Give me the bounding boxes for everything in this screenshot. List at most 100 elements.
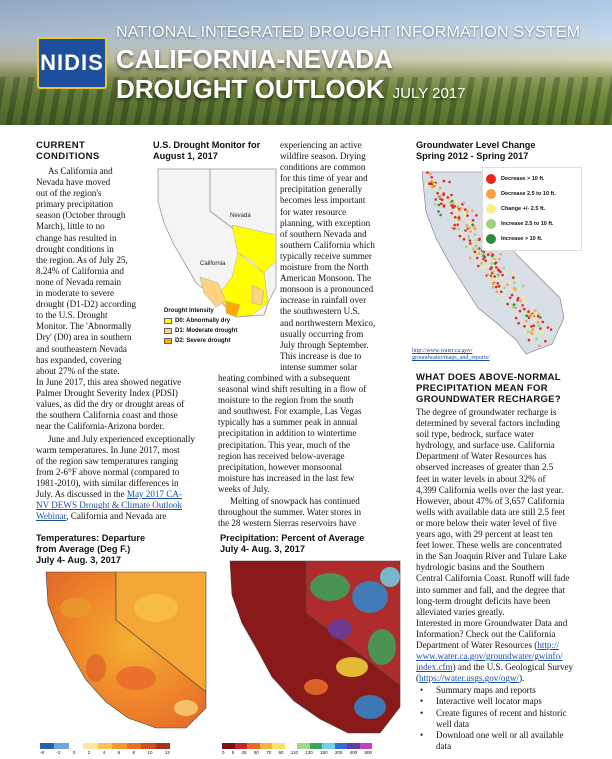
colorbar-tick: 800 [364, 750, 372, 755]
well-marker [546, 326, 550, 329]
well-marker [498, 257, 501, 261]
well-marker [477, 264, 480, 268]
legend-dot [486, 188, 496, 199]
well-marker [499, 286, 503, 289]
well-marker [450, 193, 453, 197]
legend-dot [486, 173, 496, 184]
well-marker [467, 220, 470, 224]
well-marker [439, 213, 442, 217]
well-marker [439, 186, 442, 190]
colorbar-tick: 0 [222, 750, 225, 755]
paragraph-line: hydrology, and surface use. California [416, 440, 555, 451]
paragraph-line: In June 2017, this area showed negative [36, 377, 182, 387]
well-marker [486, 257, 490, 260]
well-marker [499, 253, 502, 256]
well-marker [490, 266, 493, 269]
webinar-link-cont[interactable]: NV DEWS Drought & Climate Outlook [36, 500, 183, 511]
paragraph-line: Palmer Drought Severity Index (PDSI) [36, 388, 178, 399]
dwr-link-end[interactable]: index.cfm [416, 662, 453, 673]
well-marker [486, 253, 490, 256]
well-marker [501, 299, 505, 302]
resource-list-item: Create figures of recent and historicwel… [416, 708, 596, 730]
paragraph-line: American Monsoon. The [280, 273, 372, 284]
paragraph-line: feet lower. These wells are concentrated [416, 540, 562, 551]
dwr-link[interactable]: http:// [537, 640, 560, 650]
well-marker [465, 224, 468, 227]
usgs-link[interactable]: https://water.usgs.gov/ogw/ [419, 673, 520, 684]
webinar-link[interactable]: May 2017 CA- [126, 489, 182, 499]
well-marker [456, 205, 460, 208]
paragraph-line: usually occurring from [280, 328, 364, 339]
well-marker [492, 277, 495, 281]
dwr-link-cont[interactable]: www.water.ca.gov/groundwater/gwinfo/ [416, 651, 563, 662]
groundwater-legend-item: Increase > 10 ft. [486, 231, 578, 246]
paragraph-line: of southern Nevada and [280, 228, 367, 239]
paragraph-line: into summer and fall, and the degree tha… [416, 584, 565, 595]
colorbar-tick: 10 [147, 750, 153, 755]
groundwater-legend: Decrease > 10 ft. Decrease 2.5 to 10 ft. C… [482, 167, 582, 251]
well-marker [531, 328, 535, 331]
paragraph-line: the region. As of July 25, [36, 254, 128, 265]
webinar-link-end[interactable]: Webinar [36, 511, 67, 522]
well-marker [518, 309, 522, 313]
well-marker [476, 238, 479, 242]
well-marker [496, 268, 500, 271]
well-marker [512, 271, 515, 274]
paragraph-line: planning, with exception [280, 217, 371, 228]
well-marker [536, 315, 540, 318]
well-marker [513, 281, 516, 285]
paragraph-line: However, about 47% of 3,657 California [416, 495, 565, 506]
well-marker [523, 325, 526, 328]
well-marker [527, 316, 531, 319]
paragraph-line: precipitation in addition to wintertime [218, 428, 357, 439]
well-marker [530, 325, 533, 328]
well-marker [469, 230, 472, 233]
well-marker [458, 218, 461, 222]
well-marker [474, 253, 478, 257]
colorbar-tick: 200 [334, 750, 343, 755]
precip-colorbar [222, 743, 372, 749]
drought-legend-item: D1: Moderate drought [164, 327, 237, 335]
groundwater-url-link[interactable]: http://www.water.ca.gov/ [412, 348, 473, 354]
well-marker [530, 336, 533, 339]
paragraph-line: alleviated varies greatly. [416, 606, 505, 617]
well-marker [434, 198, 437, 201]
org-name: NATIONAL INTEGRATED DROUGHT INFORMATION … [116, 24, 581, 41]
paragraph-line: moisture has increased in the last few [218, 472, 355, 483]
paragraph-line: for this time of year and [280, 173, 368, 184]
colorbar-tick: 90 [278, 750, 284, 755]
issue-date: JULY 2017 [392, 85, 466, 102]
well-marker [431, 185, 434, 189]
colorbar-tick: 2 [87, 750, 91, 755]
colorbar-tick: 110 [290, 750, 298, 755]
paragraph-line: has expanded, covering [36, 354, 122, 365]
well-marker [511, 288, 514, 292]
colorbar-tick: 4 [102, 750, 106, 755]
well-marker [509, 281, 512, 284]
well-marker [453, 227, 456, 230]
well-marker [440, 198, 444, 201]
groundwater-map [421, 171, 565, 355]
well-marker [526, 325, 530, 328]
well-marker [481, 266, 484, 269]
colorbar-tick: 6 [117, 750, 121, 755]
paragraph-line: Dry' (D0) area in southern [36, 332, 132, 343]
well-marker [502, 266, 505, 270]
temp-colorbar [40, 743, 170, 749]
well-marker [494, 278, 498, 281]
well-marker [468, 226, 471, 230]
resource-list-item: Interactive well locator maps [416, 696, 596, 707]
well-marker [540, 331, 543, 334]
paragraph-line: and northwestern Mexico, [280, 317, 376, 328]
well-marker [514, 316, 518, 320]
current-conditions-text: As California and Nevada have moved out of… [36, 166, 148, 377]
well-marker [450, 199, 454, 203]
well-marker [530, 310, 533, 313]
colorbar-tick: 150 [320, 750, 328, 755]
groundwater-url-link-cont[interactable]: groundwater/maps_and_reports/ [412, 355, 490, 361]
drought-legend-item: D0: Abnormally dry [164, 317, 237, 325]
well-marker [508, 296, 512, 300]
paragraph-line: season (October through [36, 210, 126, 221]
well-marker [467, 237, 471, 241]
paragraph-line: precipitation, however monsoonal [218, 461, 342, 472]
